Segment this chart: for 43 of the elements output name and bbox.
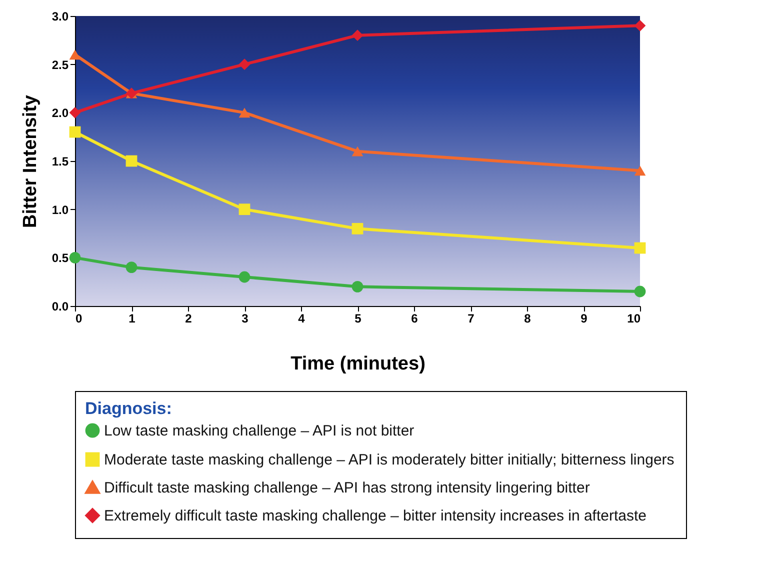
- x-tick-label: 10: [627, 312, 641, 326]
- x-tick-label: 5: [354, 312, 362, 326]
- legend-label: Low taste masking challenge – API is not bitter: [104, 422, 414, 440]
- x-tick-label: 8: [524, 312, 532, 326]
- y-tick-label: 3.0: [52, 10, 69, 24]
- point: [238, 108, 250, 118]
- point: [238, 58, 250, 70]
- point: [69, 126, 81, 138]
- point: [126, 262, 138, 274]
- y-tick-label: 0.5: [52, 251, 69, 266]
- y-tick-label: 2.0: [52, 106, 69, 120]
- y-tick-label: 1.0: [52, 202, 69, 217]
- point: [238, 271, 250, 283]
- legend-label: Extremely difficult taste masking challenge – bitter intensity increases in aftertaste: [104, 508, 646, 524]
- point: [69, 252, 81, 264]
- y-axis-title: Bitter Intensity: [20, 94, 41, 228]
- x-tick-label: 9: [580, 312, 588, 326]
- point: [352, 146, 364, 156]
- x-tick-label: 6: [411, 312, 418, 326]
- x-tick-label: 2: [185, 312, 192, 326]
- y-tick-label: 2.5: [52, 58, 69, 72]
- point: [352, 30, 364, 42]
- point: [238, 204, 250, 216]
- x-tick-label: 7: [468, 312, 475, 326]
- point: [69, 50, 81, 60]
- legend-label: Moderate taste masking challenge – API is moderately bitter initially; bitterness lingers: [104, 452, 674, 468]
- point: [634, 166, 646, 176]
- point: [634, 286, 646, 298]
- x-tick-label: 0: [76, 312, 82, 326]
- x-tick-label: 1: [128, 312, 136, 326]
- legend-title: Diagnosis:: [85, 399, 172, 418]
- point: [634, 20, 646, 32]
- point: [352, 222, 364, 234]
- y-tick-label: 1.5: [52, 154, 69, 168]
- point: [69, 106, 81, 118]
- legend-label: Difficult taste masking challenge – API has strong intensity lingering bitter: [104, 480, 590, 496]
- x-tick-label: 4: [298, 312, 306, 326]
- point: [126, 155, 138, 167]
- point: [634, 242, 646, 254]
- y-tick-label: 0.0: [52, 300, 69, 314]
- x-axis-title: Time (minutes): [290, 354, 426, 374]
- x-tick-label: 3: [242, 312, 249, 326]
- point: [352, 280, 364, 292]
